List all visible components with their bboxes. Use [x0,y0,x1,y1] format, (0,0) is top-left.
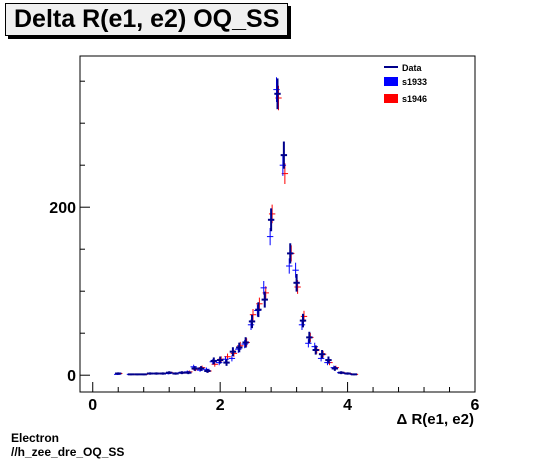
point-data [312,345,319,355]
point-data [242,337,249,348]
point-data [216,356,224,364]
legend-label-s1933: s1933 [402,77,427,87]
point-data [350,373,358,376]
point-data [153,372,160,375]
point-data [318,350,326,359]
point-data [338,371,345,375]
point-data [261,291,268,308]
point-data [293,273,300,292]
point-data [127,373,135,376]
point-data [210,357,217,365]
point-data [331,366,339,371]
point-data [134,373,141,376]
point-data [166,371,173,375]
legend-label-data: Data [402,63,423,73]
point-data [197,366,205,371]
point-s1933 [228,355,236,362]
point-data [255,302,262,318]
legend: Data s1933 s1946 [375,60,471,118]
point-data [267,208,275,232]
x-tick-label: 0 [88,397,97,414]
footer-histogram-path: //h_zee_dre_OQ_SS [11,445,125,459]
plot-title: Delta R(e1, e2) OQ_SS [5,3,288,36]
point-data [229,347,237,357]
legend-label-s1946: s1946 [402,94,427,104]
point-data [172,372,179,375]
point-data [287,243,294,264]
legend-swatch-s1933 [384,77,398,86]
point-data [236,342,243,353]
x-tick-label: 2 [216,397,225,414]
y-tick-label: 200 [49,200,76,217]
point-data [191,366,198,371]
x-tick-label: 6 [471,397,480,414]
point-data [325,356,332,364]
point-data [185,371,192,375]
point-data [204,369,211,373]
point-data [146,372,154,375]
point-data [306,331,313,344]
point-data [223,359,230,366]
point-data [274,78,281,110]
point-data [248,314,256,329]
point-data [115,372,122,375]
y-tick-label: 0 [67,368,76,385]
x-axis-label: Δ R(e1, e2) [397,411,474,428]
legend-swatch-s1946 [384,94,398,103]
point-data [178,371,186,375]
point-data [344,372,351,375]
point-data [299,313,307,328]
footer-category: Electron [11,431,60,445]
point-data [280,141,288,169]
point-data [140,373,147,376]
point-data [159,372,167,375]
x-tick-label: 4 [343,397,352,414]
plot-frame [79,55,476,393]
